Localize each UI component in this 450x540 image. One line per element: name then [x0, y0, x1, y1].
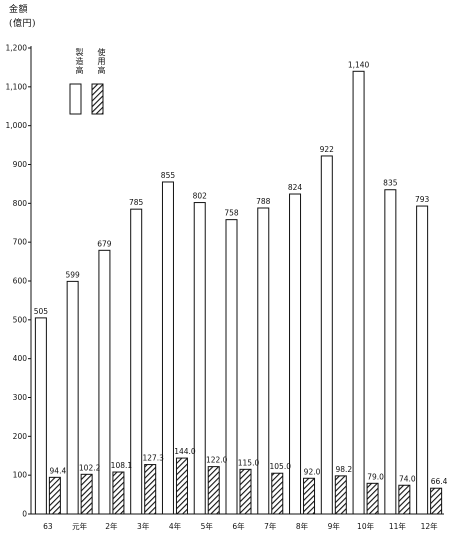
bar-hatched — [144, 464, 157, 515]
bar-open — [193, 202, 206, 515]
y-axis-title-line2: (億円) — [9, 19, 37, 29]
bar-hatched — [271, 472, 284, 515]
y-tick-label: 200 — [13, 432, 28, 441]
y-tick-label: 1,100 — [6, 82, 28, 91]
y-tick-label: 400 — [13, 354, 28, 363]
value-label-hatched: 102.2 — [79, 463, 101, 472]
bar-open — [289, 193, 302, 515]
value-label-open: 824 — [288, 183, 303, 192]
value-label-hatched: 94.4 — [50, 466, 67, 475]
x-tick-label: 元年 — [72, 521, 87, 531]
y-tick-label: 800 — [13, 199, 28, 208]
bar-hatched — [366, 482, 379, 515]
x-tick-label: 6年 — [232, 521, 245, 531]
bar-hatched — [398, 484, 411, 515]
y-tick-label: 0 — [22, 510, 27, 519]
value-label-open: 1,140 — [348, 60, 370, 69]
legend-label-hatched: 使用高 — [98, 47, 106, 75]
value-label-hatched: 144.0 — [174, 447, 196, 456]
y-tick-label: 500 — [13, 315, 28, 324]
legend-swatch-hatched — [91, 83, 104, 115]
x-tick-label: 5年 — [201, 521, 214, 531]
bar-open — [98, 249, 111, 515]
y-axis-title-line1: 金額 — [9, 5, 29, 15]
value-label-open: 793 — [415, 195, 430, 204]
legend-char: 造 — [76, 56, 84, 66]
value-label-open: 788 — [256, 197, 271, 206]
x-tick-label: 10年 — [357, 521, 375, 531]
y-tick-label: 100 — [13, 471, 28, 480]
bar-open — [34, 317, 47, 515]
bar-hatched — [48, 476, 61, 515]
value-label-hatched: 127.3 — [142, 454, 164, 463]
value-label-open: 758 — [224, 209, 239, 218]
value-label-open: 505 — [34, 307, 49, 316]
x-tick-label: 11年 — [389, 521, 407, 531]
legend-char: 高 — [98, 65, 106, 75]
bar-hatched — [207, 466, 220, 515]
bar-open — [352, 70, 365, 515]
value-label-hatched: 79.0 — [367, 472, 384, 481]
x-tick-label: 2年 — [105, 521, 118, 531]
bar-open — [384, 189, 397, 515]
value-label-open: 855 — [161, 171, 176, 180]
x-tick-label: 63 — [43, 522, 53, 531]
value-label-hatched: 105.0 — [270, 462, 292, 471]
value-label-open: 802 — [193, 192, 208, 201]
bar-open — [257, 207, 270, 515]
legend-swatch-open — [69, 83, 82, 115]
y-tick-label: 900 — [13, 160, 28, 169]
y-tick-label: 600 — [13, 277, 28, 286]
value-label-open: 785 — [129, 198, 144, 207]
bar-hatched — [303, 477, 316, 515]
bars — [34, 70, 443, 515]
y-tick-label: 1,200 — [6, 44, 28, 53]
x-tick-label: 12年 — [421, 521, 439, 531]
value-label-hatched: 115.0 — [238, 458, 260, 467]
bar-open — [416, 205, 429, 515]
x-tick-label: 7年 — [264, 521, 277, 531]
value-label-hatched: 74.0 — [399, 474, 416, 483]
value-label-open: 679 — [97, 239, 112, 248]
y-tick-label: 700 — [13, 238, 28, 247]
value-label-hatched: 66.4 — [431, 477, 448, 486]
bar-hatched — [239, 468, 252, 515]
value-label-hatched: 122.0 — [206, 456, 228, 465]
bar-open — [66, 280, 79, 515]
y-tick-label: 300 — [13, 393, 28, 402]
bar-open — [225, 219, 238, 515]
value-label-hatched: 98.2 — [335, 465, 352, 474]
value-label-hatched: 92.0 — [304, 467, 321, 476]
x-tick-label: 9年 — [328, 521, 341, 531]
legend-char: 用 — [98, 57, 106, 66]
y-axis-title: 金額 (億円) — [9, 3, 36, 31]
bar-hatched — [80, 473, 93, 515]
y-tick-label: 1,000 — [6, 121, 28, 130]
bar-hatched — [430, 487, 443, 515]
x-tick-label: 3年 — [137, 521, 150, 531]
bar-open — [130, 208, 143, 515]
value-label-hatched: 108.1 — [111, 461, 133, 470]
value-label-open: 835 — [383, 179, 398, 188]
x-tick-label: 4年 — [169, 521, 182, 531]
value-label-open: 599 — [65, 270, 80, 279]
bar-hatched — [334, 475, 347, 515]
bar-hatched — [112, 471, 125, 515]
bar-hatched — [175, 457, 188, 515]
bar-open — [161, 181, 174, 515]
bar-open — [320, 155, 333, 515]
x-tick-label: 8年 — [296, 521, 309, 531]
legend-char: 製 — [76, 47, 84, 57]
legend-char: 使 — [98, 47, 106, 57]
legend-char: 高 — [76, 65, 84, 75]
data-labels: 505 94.4 599 102.2 679 108.1 785 127.3 855 144.0 8… — [34, 60, 448, 486]
value-label-open: 922 — [320, 145, 335, 154]
legend-label-open: 製造高 — [76, 47, 84, 75]
